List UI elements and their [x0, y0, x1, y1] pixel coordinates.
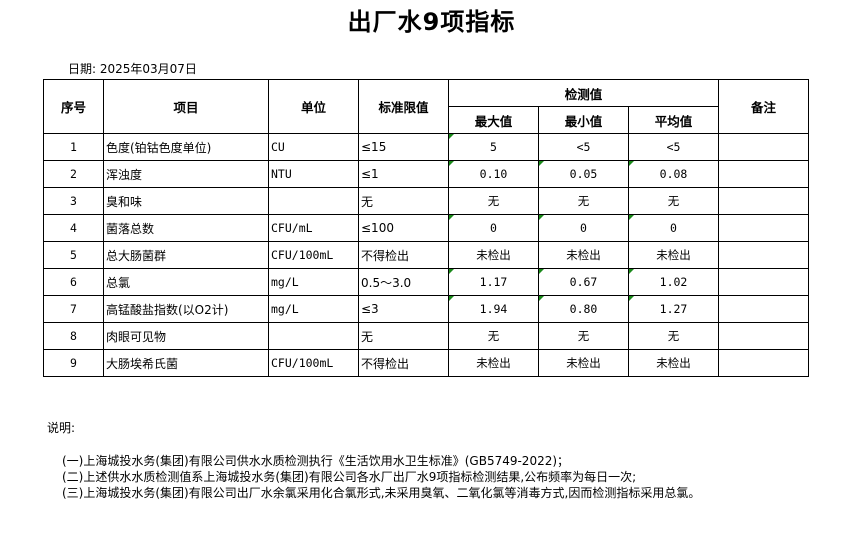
cell-unit: CFU/100mL — [268, 241, 359, 269]
cell-unit: mg/L — [268, 268, 359, 296]
cell-limit: 不得检出 — [358, 349, 449, 377]
cell-unit: mg/L — [268, 295, 359, 323]
header-measured: 检测值 — [448, 79, 719, 107]
cell-unit: NTU — [268, 160, 359, 188]
cell-no: 5 — [43, 241, 104, 269]
cell-remark — [718, 295, 809, 323]
cell-item: 总氯 — [103, 268, 269, 296]
cell-max: 未检出 — [448, 241, 539, 269]
cell-item: 肉眼可见物 — [103, 322, 269, 350]
cell-no: 3 — [43, 187, 104, 215]
cell-avg: 未检出 — [628, 349, 719, 377]
table-row: 3 臭和味无无无无 — [43, 187, 809, 215]
cell-unit — [268, 187, 359, 215]
water-quality-table: 序号 项目 单位 标准限值 检测值 备注 最大值 最小值 平均值 1 色度(铂钴色… — [43, 79, 809, 377]
page-title: 出厂水9项指标 — [347, 8, 516, 36]
cell-min: 0.67 — [538, 268, 629, 296]
table-row: 5 总大肠菌群 CFU/100mL 不得检出 未检出 未检出 未检出 — [43, 241, 809, 269]
cell-avg: 无 — [628, 187, 719, 215]
cell-limit: 0.5～3.0 — [358, 268, 449, 296]
table-row: 6 总氯 mg/L 0.5～3.0 1.17 0.67 1.02 — [43, 268, 809, 296]
cell-avg: <5 — [628, 133, 719, 161]
notes-heading: 说明: — [47, 421, 76, 435]
header-remark: 备注 — [718, 79, 809, 134]
note-line: (三)上海城投水务(集团)有限公司出厂水余氯采用化合氯形式,未采用臭氧、二氧化氯… — [62, 486, 701, 500]
cell-item: 浑浊度 — [103, 160, 269, 188]
cell-limit: ≤3 — [358, 295, 449, 323]
cell-item: 大肠埃希氏菌 — [103, 349, 269, 377]
cell-limit: ≤15 — [358, 133, 449, 161]
cell-limit: 无 — [358, 187, 449, 215]
table-row: 4 菌落总数 CFU/mL ≤100 0 0 0 — [43, 214, 809, 242]
cell-max: 1.94 — [448, 295, 539, 323]
header-limit: 标准限值 — [358, 79, 449, 134]
cell-unit: CFU/mL — [268, 214, 359, 242]
cell-max: 5 — [448, 133, 539, 161]
note-line: (二)上述供水水质检测值系上海城投水务(集团)有限公司各水厂出厂水9项指标检测结… — [62, 470, 637, 484]
cell-remark — [718, 349, 809, 377]
cell-no: 7 — [43, 295, 104, 323]
cell-min: 无 — [538, 322, 629, 350]
cell-no: 1 — [43, 133, 104, 161]
cell-avg: 0 — [628, 214, 719, 242]
cell-min: 未检出 — [538, 241, 629, 269]
cell-min: <5 — [538, 133, 629, 161]
note-line: (一)上海城投水务(集团)有限公司供水水质检测执行《生活饮用水卫生标准》(GB5… — [62, 454, 570, 468]
cell-limit: 不得检出 — [358, 241, 449, 269]
table-row: 9 大肠埃希氏菌 CFU/100mL 不得检出 未检出 未检出 未检出 — [43, 349, 809, 377]
header-min: 最小值 — [538, 106, 629, 134]
cell-item: 色度(铂钴色度单位) — [103, 133, 269, 161]
header-no: 序号 — [43, 79, 104, 134]
cell-max: 0.10 — [448, 160, 539, 188]
cell-max: 无 — [448, 187, 539, 215]
cell-no: 4 — [43, 214, 104, 242]
cell-item: 菌落总数 — [103, 214, 269, 242]
cell-item: 高锰酸盐指数(以O2计) — [103, 295, 269, 323]
cell-min: 0.80 — [538, 295, 629, 323]
cell-no: 6 — [43, 268, 104, 296]
cell-min: 0 — [538, 214, 629, 242]
cell-no: 9 — [43, 349, 104, 377]
cell-avg: 0.08 — [628, 160, 719, 188]
cell-min: 无 — [538, 187, 629, 215]
table-row: 8 肉眼可见物无无无无 — [43, 322, 809, 350]
cell-remark — [718, 160, 809, 188]
table-row: 2 浑浊度 NTU ≤1 0.10 0.05 0.08 — [43, 160, 809, 188]
cell-limit: ≤1 — [358, 160, 449, 188]
cell-avg: 1.02 — [628, 268, 719, 296]
cell-limit: 无 — [358, 322, 449, 350]
cell-max: 未检出 — [448, 349, 539, 377]
cell-unit: CU — [268, 133, 359, 161]
table-row: 1 色度(铂钴色度单位) CU ≤15 5 <5 <5 — [43, 133, 809, 161]
cell-max: 0 — [448, 214, 539, 242]
cell-remark — [718, 268, 809, 296]
cell-no: 2 — [43, 160, 104, 188]
cell-unit: CFU/100mL — [268, 349, 359, 377]
report-date: 日期: 2025年03月07日 — [68, 62, 197, 76]
cell-remark — [718, 322, 809, 350]
cell-min: 0.05 — [538, 160, 629, 188]
header-avg: 平均值 — [628, 106, 719, 134]
cell-min: 未检出 — [538, 349, 629, 377]
cell-remark — [718, 187, 809, 215]
cell-remark — [718, 133, 809, 161]
cell-avg: 1.27 — [628, 295, 719, 323]
cell-max: 无 — [448, 322, 539, 350]
header-max: 最大值 — [448, 106, 539, 134]
cell-item: 臭和味 — [103, 187, 269, 215]
cell-avg: 未检出 — [628, 241, 719, 269]
cell-remark — [718, 241, 809, 269]
cell-max: 1.17 — [448, 268, 539, 296]
cell-remark — [718, 214, 809, 242]
header-unit: 单位 — [268, 79, 359, 134]
notes-section: 说明: (一)上海城投水务(集团)有限公司供水水质检测执行《生活饮用水卫生标准》… — [47, 420, 700, 501]
cell-item: 总大肠菌群 — [103, 241, 269, 269]
cell-limit: ≤100 — [358, 214, 449, 242]
cell-avg: 无 — [628, 322, 719, 350]
table-row: 7 高锰酸盐指数(以O2计) mg/L ≤3 1.94 0.80 1.27 — [43, 295, 809, 323]
header-item: 项目 — [103, 79, 269, 134]
cell-unit — [268, 322, 359, 350]
cell-no: 8 — [43, 322, 104, 350]
